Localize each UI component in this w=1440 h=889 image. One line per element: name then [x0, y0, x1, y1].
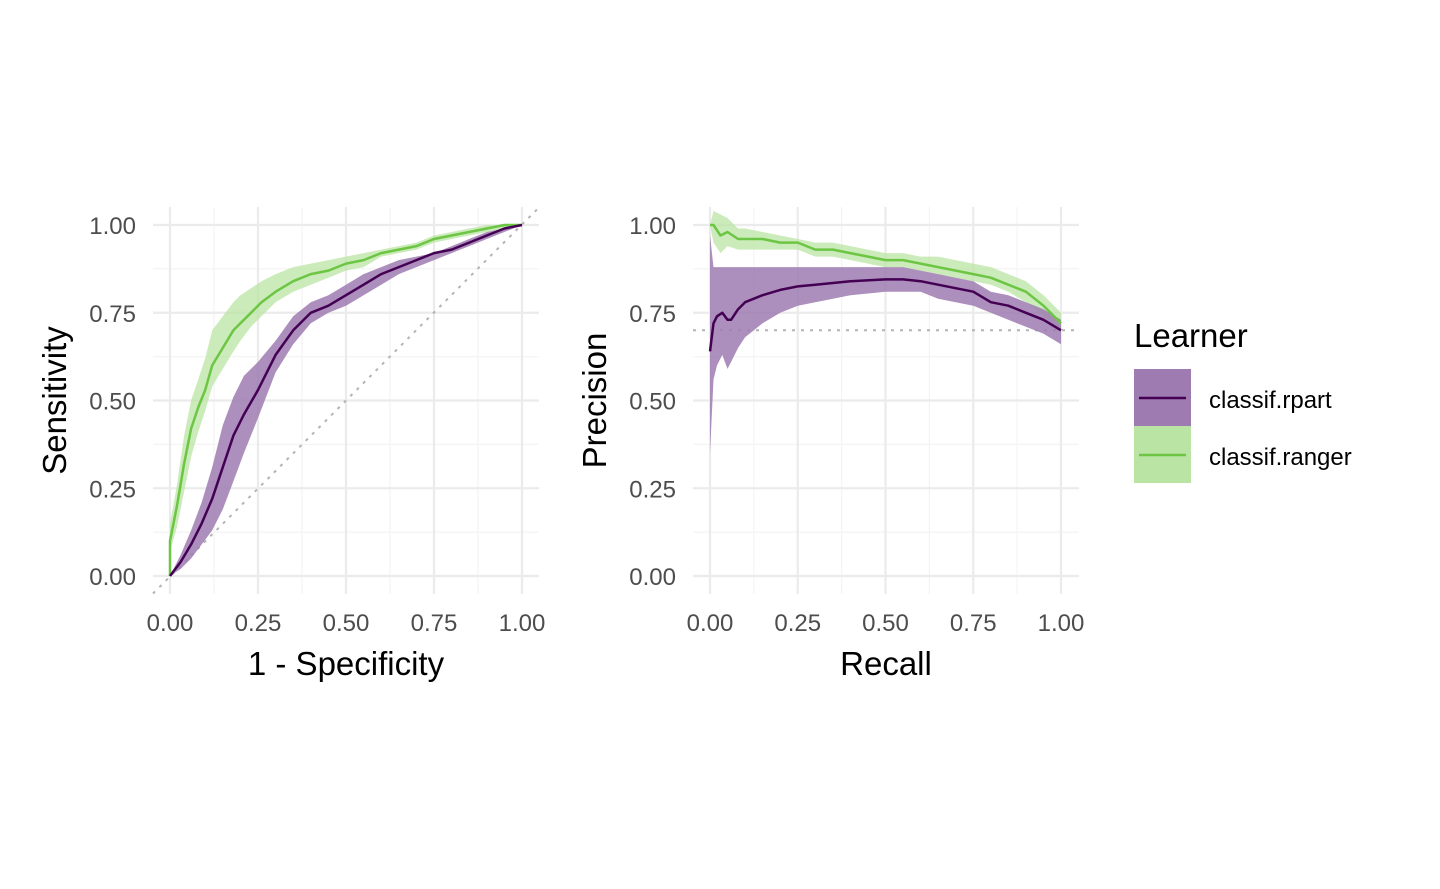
y-tick-label: 0.50 — [629, 389, 676, 416]
x-axis-title-specificity: 1 - Specificity — [248, 645, 445, 682]
y-tick-label: 0.25 — [629, 476, 676, 503]
y-axis-title-sensitivity: Sensitivity — [36, 326, 73, 475]
band-ranger — [710, 211, 1061, 331]
legend-label-rpart: classif.rpart — [1209, 387, 1332, 414]
y-tick-label: 0.25 — [89, 476, 136, 503]
precision-recall-panel: 0.00 0.25 0.50 0.75 1.00 0.00 0.25 0.50 0.75 1.00… — [576, 207, 1084, 682]
y-tick-label: 1.00 — [89, 213, 136, 240]
x-tick-label: 0.00 — [687, 610, 734, 637]
band-rpart — [710, 235, 1061, 454]
y-tick-label: 0.75 — [89, 301, 136, 328]
x-tick-label: 0.00 — [147, 610, 194, 637]
legend-label-ranger: classif.ranger — [1209, 444, 1352, 471]
x-tick-label: 0.50 — [323, 610, 370, 637]
x-tick-label: 1.00 — [499, 610, 546, 637]
x-tick-label: 0.75 — [411, 610, 458, 637]
y-axis-title-precision: Precision — [576, 333, 613, 469]
y-tick-label: 0.00 — [629, 564, 676, 591]
x-tick-label: 0.50 — [862, 610, 909, 637]
x-tick-label: 1.00 — [1038, 610, 1085, 637]
x-tick-label: 0.25 — [235, 610, 282, 637]
line-ranger — [710, 223, 1062, 325]
x-axis-title-recall: Recall — [840, 645, 932, 682]
line-rpart — [708, 278, 1062, 352]
line-rpart — [169, 223, 523, 577]
reference-diagonal — [152, 206, 540, 595]
y-tick-label: 0.75 — [629, 301, 676, 328]
y-tick-label: 0.50 — [89, 389, 136, 416]
x-tick-label: 0.25 — [774, 610, 821, 637]
y-tick-label: 0.00 — [89, 564, 136, 591]
y-tick-label: 1.00 — [629, 213, 676, 240]
legend: Learner classif.rpart classif.ranger — [1134, 317, 1352, 483]
line-ranger — [168, 223, 522, 576]
x-tick-label: 0.75 — [950, 610, 997, 637]
band-ranger — [170, 225, 522, 576]
roc-panel: 0.00 0.25 0.50 0.75 1.00 0.00 0.25 0.50 0.75 1.00… — [36, 206, 546, 682]
legend-title: Learner — [1134, 317, 1248, 354]
